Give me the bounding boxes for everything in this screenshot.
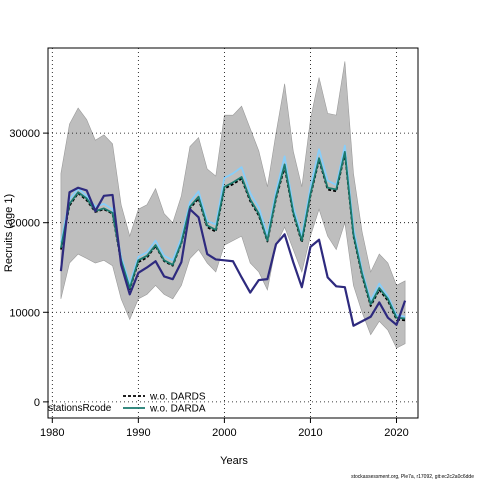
x-tick-label: 2020 <box>384 427 408 439</box>
x-tick-label: 2010 <box>298 427 322 439</box>
x-tick-label: 1980 <box>40 427 64 439</box>
footer-caption: stockassessment.org, Ple7a, r17092, git:… <box>351 474 474 480</box>
legend-title: stationsRcode <box>48 403 112 414</box>
plot-frame <box>47 47 419 419</box>
y-axis-title: Recruits (age 1) <box>3 194 15 272</box>
y-tick-label: 20000 <box>9 218 40 230</box>
legend-label: w.o. DARDS <box>149 392 206 403</box>
series-line-4 <box>59 186 407 327</box>
y-tick-label: 0 <box>34 397 40 409</box>
legend-label: w.o. DARDA <box>149 404 206 415</box>
grid-layer <box>48 48 418 418</box>
x-axis: 1980 1990 2000 2010 2020 <box>40 418 409 439</box>
confidence-band-layer <box>60 61 406 349</box>
series-layer <box>59 144 407 327</box>
y-tick-label: 30000 <box>9 128 40 140</box>
x-axis-title: Years <box>220 455 248 467</box>
confidence-band <box>60 61 406 349</box>
x-tick-label: 1990 <box>126 427 150 439</box>
x-tick-label: 2000 <box>212 427 236 439</box>
y-tick-label: 10000 <box>9 307 40 319</box>
y-axis: 0 10000 20000 30000 <box>9 128 48 409</box>
